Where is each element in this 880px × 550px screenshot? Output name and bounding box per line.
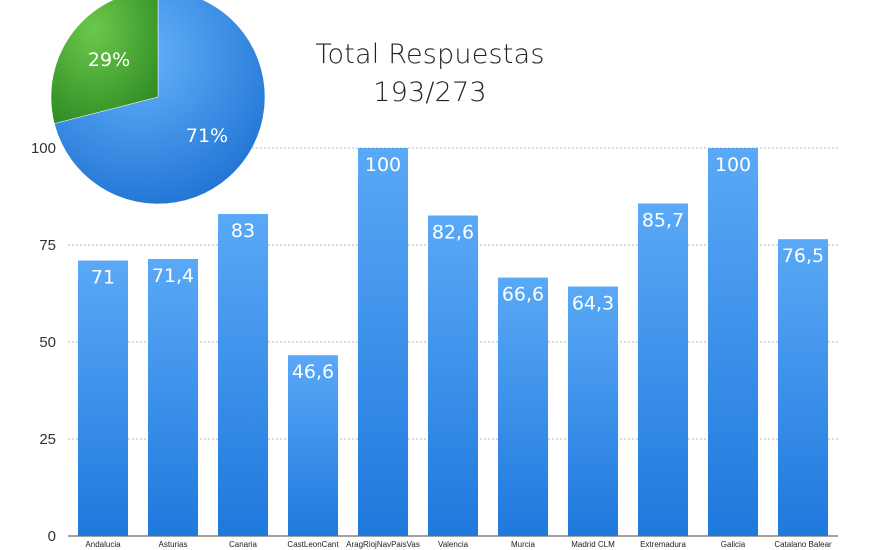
bar-value-label: 66,6: [502, 284, 544, 306]
bar: [148, 258, 198, 536]
x-tick-label: Madrid CLM: [571, 540, 615, 549]
y-tick-label: 0: [48, 528, 56, 545]
pie-slice-label: 71%: [186, 125, 228, 147]
bar: [498, 277, 548, 536]
bar: [568, 286, 618, 536]
bar-value-label: 64,3: [572, 293, 614, 315]
bar: [78, 260, 128, 536]
bar-series: 71 71,4 83 46,6 100 82,6 66,6 64,3 85,7 100 76,5: [78, 148, 828, 536]
x-tick-label: CastLeonCant: [287, 540, 339, 549]
bar-value-label: 100: [365, 154, 401, 176]
chart-subtitle: 193/273: [373, 77, 487, 108]
bar-value-label: 71: [91, 267, 115, 289]
bar-value-label: 85,7: [642, 209, 684, 231]
y-tick-label: 100: [31, 140, 56, 157]
bar-value-label: 83: [231, 220, 255, 242]
y-tick-label: 75: [39, 237, 56, 254]
bar-value-label: 100: [715, 154, 751, 176]
x-tick-label: Galicia: [721, 540, 746, 549]
y-tick-label: 25: [39, 431, 56, 448]
pie-slice-label: 29%: [88, 49, 130, 71]
bar: [428, 215, 478, 536]
x-tick-label: Andalucia: [85, 540, 121, 549]
bar: [638, 203, 688, 536]
chart-title-text: Total Respuestas: [315, 39, 545, 70]
bar: [358, 148, 408, 536]
x-tick-label: Canaria: [229, 540, 258, 549]
x-tick-label: Asturias: [159, 540, 188, 549]
bar: [288, 355, 338, 536]
x-axis-labels: Andalucia Asturias Canaria CastLeonCant Arag…: [85, 540, 832, 549]
x-tick-label: AragRiojNavPaisVas: [346, 540, 420, 549]
x-tick-label: Extremadura: [640, 540, 686, 549]
bar-value-label: 82,6: [432, 222, 474, 244]
bar-value-label: 71,4: [152, 265, 194, 287]
y-tick-label: 50: [39, 334, 56, 351]
bar-value-label: 46,6: [292, 361, 334, 383]
x-tick-label: Murcia: [511, 540, 536, 549]
chart-title: Total Respuestas 193/273: [270, 36, 590, 112]
pie-chart: 71% 29%: [50, 0, 266, 205]
x-tick-label: Valencia: [438, 540, 469, 549]
bar: [218, 213, 268, 536]
bar: [708, 148, 758, 536]
bar-value-label: 76,5: [782, 245, 824, 267]
x-tick-label: Catalano Balear: [774, 540, 832, 549]
bar: [778, 239, 828, 536]
pie-slice: [54, 0, 266, 205]
pie-slice: [50, 0, 159, 124]
